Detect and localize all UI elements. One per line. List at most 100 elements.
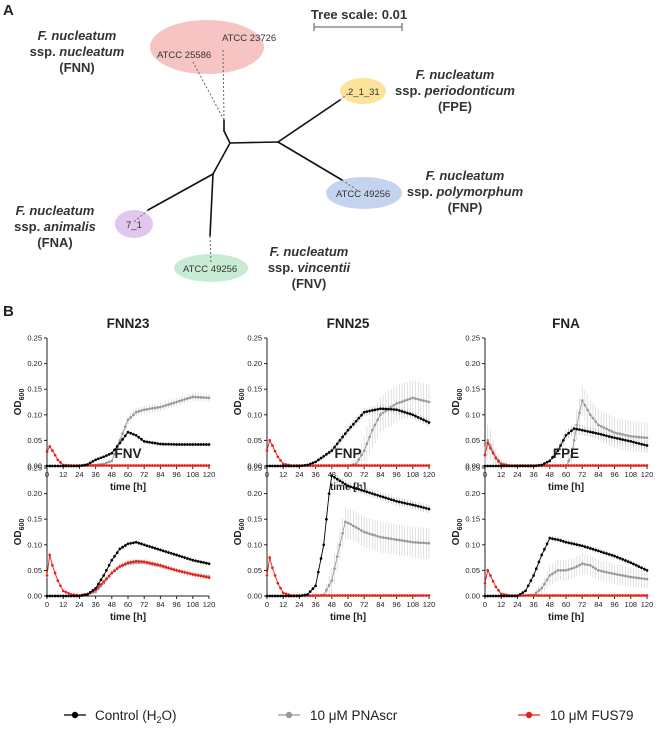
clade-species: F. nucleatum <box>270 244 349 259</box>
strain-label: 7_1 <box>126 220 142 231</box>
data-point <box>110 571 114 575</box>
data-point <box>379 494 382 498</box>
data-point <box>642 464 646 467</box>
data-point <box>308 590 312 593</box>
y-tick-label: 0.15 <box>465 515 480 524</box>
data-point <box>588 547 592 550</box>
x-tick-label: 36 <box>311 600 319 609</box>
phylogenetic-tree <box>147 99 343 237</box>
data-point <box>72 464 76 468</box>
data-point <box>330 594 334 597</box>
chart-fnn23: FNN230.000.050.100.150.200.2501224364860… <box>13 316 215 493</box>
data-point <box>148 464 151 467</box>
x-axis-label: time [h] <box>548 612 584 623</box>
data-point <box>204 396 208 400</box>
data-point <box>107 563 111 567</box>
data-point <box>634 594 638 597</box>
y-tick-label: 0.05 <box>465 436 480 445</box>
data-point <box>132 432 135 436</box>
data-point <box>637 576 641 580</box>
y-axis-label: OD600 <box>13 389 26 416</box>
data-point <box>642 443 646 447</box>
data-point <box>610 594 614 597</box>
data-point <box>172 443 176 446</box>
data-point <box>180 443 184 446</box>
x-tick-label: 12 <box>497 470 505 479</box>
data-point <box>414 594 417 597</box>
data-point <box>330 449 334 452</box>
data-point <box>314 460 317 464</box>
data-point <box>191 443 195 446</box>
data-point <box>338 464 342 467</box>
data-point <box>632 594 635 597</box>
data-point <box>94 586 97 590</box>
data-point <box>194 395 197 399</box>
data-point <box>605 570 608 574</box>
data-point <box>602 464 606 467</box>
data-point <box>322 594 326 597</box>
x-tick-label: 60 <box>562 600 570 609</box>
data-point <box>408 464 412 467</box>
data-point <box>618 464 622 467</box>
data-point <box>53 571 57 575</box>
data-point <box>188 557 192 561</box>
data-point <box>489 594 492 598</box>
data-point <box>287 594 290 598</box>
strain-label: ATCC 25586 <box>157 50 211 61</box>
y-axis-label-sub: 600 <box>239 389 246 401</box>
data-point <box>365 594 369 597</box>
data-point <box>567 594 571 597</box>
data-point <box>499 464 503 468</box>
data-point <box>167 566 170 570</box>
data-point <box>86 463 89 466</box>
data-point <box>607 428 611 432</box>
data-point <box>202 561 205 564</box>
data-point <box>113 464 116 467</box>
data-point <box>540 553 544 557</box>
data-point <box>357 527 361 531</box>
data-point <box>300 464 304 468</box>
data-point <box>483 464 487 468</box>
data-point <box>551 572 554 576</box>
data-point <box>167 551 170 554</box>
x-tick-label: 120 <box>203 470 216 479</box>
data-point <box>400 410 404 413</box>
data-point <box>379 594 382 597</box>
data-point <box>354 594 358 597</box>
y-tick-label: 0.10 <box>247 410 262 419</box>
data-point <box>605 427 608 431</box>
data-point <box>389 537 393 541</box>
data-point <box>588 464 592 467</box>
legend-label: Control (H2O) <box>95 708 177 725</box>
data-point <box>80 594 84 597</box>
data-point <box>159 548 162 552</box>
data-point <box>543 462 546 465</box>
x-tick-label: 72 <box>578 470 586 479</box>
data-point <box>134 540 138 544</box>
data-point <box>322 454 326 458</box>
data-point <box>486 464 490 468</box>
data-point <box>161 442 165 446</box>
x-tick-label: 120 <box>423 600 436 609</box>
data-point <box>583 429 587 433</box>
y-axis-label-main: OD <box>233 400 244 415</box>
data-point <box>360 488 363 492</box>
data-point <box>416 397 420 401</box>
data-point <box>199 464 203 467</box>
data-point <box>335 464 339 467</box>
data-point <box>145 544 149 548</box>
data-point <box>637 442 641 445</box>
data-point <box>381 594 385 597</box>
panel-a-label: A <box>3 2 14 19</box>
data-point <box>422 506 425 509</box>
data-point <box>384 464 388 467</box>
data-point <box>373 408 377 412</box>
data-point <box>96 464 100 467</box>
data-point <box>325 464 328 467</box>
data-point <box>564 594 568 597</box>
data-point <box>204 443 208 446</box>
data-point <box>110 558 114 562</box>
data-point <box>567 464 571 467</box>
data-point <box>96 457 100 461</box>
data-point <box>346 464 350 467</box>
